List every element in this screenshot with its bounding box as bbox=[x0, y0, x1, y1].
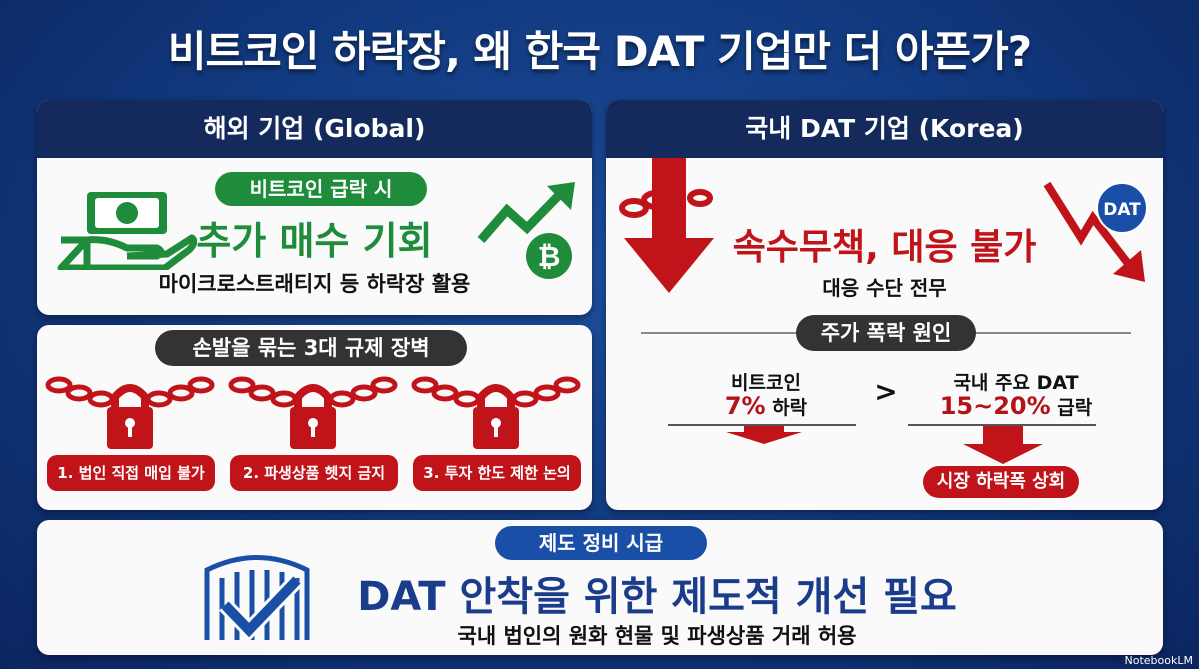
bitcoin-drop-value: 7% bbox=[724, 392, 766, 420]
reform-badge: 제도 정비 시급 bbox=[495, 526, 707, 560]
broken-chain-down-arrow-icon bbox=[619, 158, 714, 293]
chain-lock-icon bbox=[45, 376, 215, 449]
reform-headline: DAT 안착을 위한 제도적 개선 필요 bbox=[357, 574, 957, 620]
barrier-item: 1. 법인 직접 매입 불가 bbox=[47, 455, 215, 491]
gate-check-icon bbox=[204, 555, 310, 642]
small-down-arrow-icon bbox=[726, 426, 802, 444]
compare-sign: > bbox=[874, 375, 898, 408]
bitcoin-drop-suffix: 하락 bbox=[772, 397, 808, 419]
page-title: 비트코인 하락장, 왜 한국 DAT 기업만 더 아픈가? bbox=[167, 27, 1032, 76]
reform-sub: 국내 법인의 원화 현물 및 파생상품 거래 허용 bbox=[457, 624, 857, 648]
dat-drop-suffix: 급락 bbox=[1057, 397, 1093, 419]
chain-lock-icon bbox=[228, 376, 398, 449]
large-down-arrow-icon bbox=[963, 426, 1043, 464]
korea-panel: 국내 DAT 기업 (Korea) 속수무책, 대응 불가 대응 수단 전무 D… bbox=[606, 100, 1163, 510]
notebooklm-watermark: NotebookLM bbox=[1124, 654, 1193, 667]
money-hand-icon bbox=[57, 192, 197, 270]
dat-logo: DAT bbox=[1096, 182, 1148, 234]
global-header: 해외 기업 (Global) bbox=[37, 100, 592, 158]
global-sub: 마이크로스트래티지 등 하락장 활용 bbox=[158, 272, 471, 296]
down-arrow-icon bbox=[1043, 181, 1145, 282]
global-panel: 해외 기업 (Global) 비트코인 급락 시 추가 매수 기회 마이크로스트… bbox=[37, 100, 592, 315]
dat-label: 국내 주요 DAT bbox=[953, 372, 1079, 394]
dat-drop: 15~20% 급락 bbox=[906, 392, 1126, 420]
korea-header: 국내 DAT 기업 (Korea) bbox=[606, 100, 1163, 158]
barrier-item: 2. 파생상품 헷지 금지 bbox=[230, 455, 398, 491]
dat-drop-value: 15~20% bbox=[939, 392, 1051, 420]
chain-lock-icon bbox=[411, 376, 581, 449]
bitcoin-baseline bbox=[668, 424, 856, 426]
dat-baseline bbox=[908, 424, 1096, 426]
cause-badge: 주가 폭락 원인 bbox=[796, 315, 976, 351]
barrier-item: 3. 투자 한도 제한 논의 bbox=[413, 455, 581, 491]
bitcoin-label: 비트코인 bbox=[731, 372, 801, 394]
svg-text:₿: ₿ bbox=[538, 240, 561, 273]
reform-panel: 제도 정비 시급 DAT 안착을 위한 제도적 개선 필요 국내 법인의 원화 … bbox=[37, 520, 1163, 655]
global-headline: 추가 매수 기회 bbox=[196, 219, 433, 263]
global-badge: 비트코인 급락 시 bbox=[215, 172, 427, 206]
bitcoin-drop: 7% 하락 bbox=[666, 392, 866, 420]
barriers-panel: 손발을 묶는 3대 규제 장벽 1. 법인 직접 매입 불가 2. 파생상품 헷… bbox=[37, 325, 592, 510]
result-badge: 시장 하락폭 상회 bbox=[923, 466, 1079, 498]
uptrend-bitcoin-icon: ₿ bbox=[477, 182, 575, 279]
korea-headline: 속수무책, 대응 불가 bbox=[732, 227, 1037, 268]
korea-sub: 대응 수단 전무 bbox=[822, 276, 947, 300]
barriers-badge: 손발을 묶는 3대 규제 장벽 bbox=[155, 330, 467, 366]
